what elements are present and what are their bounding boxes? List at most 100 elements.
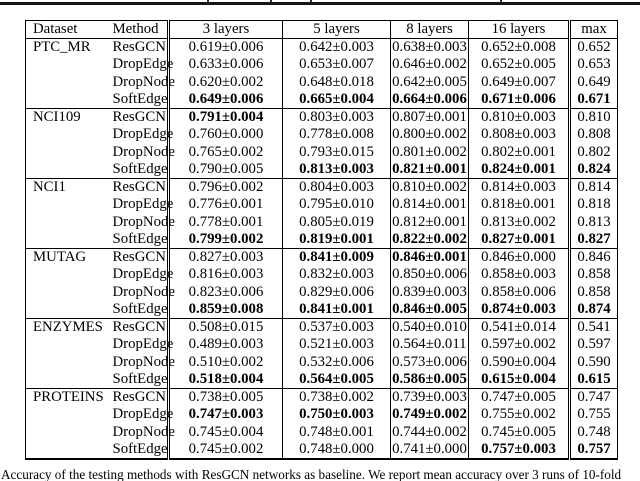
- value-cell: 0.532±0.006: [282, 353, 391, 371]
- value-cell: 0.874±0.003: [468, 300, 570, 319]
- table-row: DropEdge 0.747±0.003 0.750±0.003 0.749±0.00…: [26, 406, 618, 424]
- dataset-group: ENZYMES ResGCN 0.508±0.015 0.537±0.003 0.540…: [25, 318, 618, 389]
- method-cell: DropNode: [112, 283, 175, 300]
- value-cell: 0.801±0.002: [390, 143, 469, 161]
- dataset-cell: PROTEINS: [33, 388, 104, 405]
- table-row: SoftEdge 0.859±0.008 0.841±0.001 0.846±0.00…: [26, 300, 618, 319]
- method-cell: DropEdge: [112, 406, 174, 423]
- value-cell: 0.664±0.006: [390, 90, 469, 109]
- method-cell: SoftEdge: [112, 160, 168, 177]
- table-row: NCI1 ResGCN 0.796±0.002 0.804±0.003 0.810±0.…: [26, 178, 618, 197]
- method-cell: ResGCN: [112, 39, 166, 56]
- table-row: SoftEdge 0.745±0.002 0.748±0.000 0.741±0.00…: [26, 440, 618, 459]
- dataset-cell: MUTAG: [33, 248, 87, 265]
- value-cell: 0.564±0.005: [282, 370, 391, 389]
- method-cell: DropEdge: [112, 196, 174, 213]
- value-cell: 0.803±0.003: [282, 108, 391, 127]
- value-cell: 0.537±0.003: [282, 318, 391, 337]
- method-cell: DropNode: [112, 73, 175, 90]
- max-cell: 0.802: [568, 143, 618, 161]
- method-cell: SoftEdge: [112, 90, 168, 107]
- value-cell: 0.778±0.008: [282, 126, 391, 144]
- value-cell: 0.827±0.001: [468, 230, 570, 249]
- value-cell: 0.508±0.015: [167, 318, 283, 337]
- value-cell: 0.510±0.002: [167, 353, 283, 371]
- value-cell: 0.738±0.002: [282, 388, 391, 407]
- table-row: DropEdge 0.816±0.003 0.832±0.003 0.850±0.00…: [26, 266, 618, 284]
- value-cell: 0.590±0.004: [468, 353, 570, 371]
- max-cell: 0.755: [568, 406, 618, 424]
- method-cell: SoftEdge: [112, 300, 168, 317]
- value-cell: 0.808±0.003: [468, 126, 570, 144]
- method-cell: DropNode: [112, 143, 175, 160]
- value-cell: 0.642±0.005: [390, 73, 469, 91]
- value-cell: 0.776±0.001: [167, 196, 283, 214]
- value-cell: 0.646±0.002: [390, 56, 469, 74]
- value-cell: 0.807±0.001: [390, 108, 469, 127]
- table-caption: Accuracy of the testing methods with Res…: [1, 467, 622, 481]
- value-cell: 0.818±0.001: [468, 196, 570, 214]
- value-cell: 0.615±0.004: [468, 370, 570, 389]
- dataset-group: NCI1 ResGCN 0.796±0.002 0.804±0.003 0.810±0.…: [25, 178, 618, 249]
- col-header-8-layers: 8 layers: [390, 20, 469, 39]
- value-cell: 0.859±0.008: [167, 300, 283, 319]
- value-cell: 0.648±0.018: [282, 73, 391, 91]
- value-cell: 0.649±0.006: [167, 90, 283, 109]
- value-cell: 0.649±0.007: [468, 73, 570, 91]
- dataset-cell: NCI109: [33, 108, 81, 125]
- dataset-group: NCI109 ResGCN 0.791±0.004 0.803±0.003 0.807±…: [25, 108, 618, 179]
- dataset-group: MUTAG ResGCN 0.827±0.003 0.841±0.009 0.846±0…: [25, 248, 618, 319]
- max-cell: 0.810: [568, 108, 618, 127]
- value-cell: 0.829±0.006: [282, 283, 391, 301]
- cropped-text-descender: [310, 0, 312, 2]
- value-cell: 0.802±0.001: [468, 143, 570, 161]
- max-cell: 0.541: [568, 318, 618, 337]
- table-row: SoftEdge 0.799±0.002 0.819±0.001 0.822±0.00…: [26, 230, 618, 249]
- cropped-text-descender: [500, 0, 502, 2]
- value-cell: 0.738±0.005: [167, 388, 283, 407]
- max-cell: 0.653: [568, 56, 618, 74]
- col-header-3-layers: 3 layers: [167, 20, 283, 39]
- value-cell: 0.804±0.003: [282, 178, 391, 197]
- dataset-group: PROTEINS ResGCN 0.738±0.005 0.738±0.002 0.73…: [25, 388, 618, 459]
- col-header-max: max: [568, 20, 618, 39]
- table-row: SoftEdge 0.518±0.004 0.564±0.005 0.586±0.00…: [26, 370, 618, 389]
- cropped-text-descender: [270, 0, 272, 2]
- value-cell: 0.816±0.003: [167, 266, 283, 284]
- table-row: DropNode 0.765±0.002 0.793±0.015 0.801±0.00…: [26, 143, 618, 161]
- value-cell: 0.744±0.002: [390, 423, 469, 441]
- method-cell: ResGCN: [112, 179, 166, 196]
- max-cell: 0.814: [568, 178, 618, 197]
- value-cell: 0.793±0.015: [282, 143, 391, 161]
- value-cell: 0.755±0.002: [468, 406, 570, 424]
- method-cell: SoftEdge: [112, 230, 168, 247]
- value-cell: 0.653±0.007: [282, 56, 391, 74]
- value-cell: 0.822±0.002: [390, 230, 469, 249]
- value-cell: 0.652±0.008: [468, 38, 570, 57]
- value-cell: 0.745±0.004: [167, 423, 283, 441]
- value-cell: 0.850±0.006: [390, 266, 469, 284]
- method-cell: DropNode: [112, 423, 175, 440]
- table-row: PROTEINS ResGCN 0.738±0.005 0.738±0.002 0.73…: [26, 388, 618, 407]
- method-cell: DropEdge: [112, 266, 174, 283]
- value-cell: 0.846±0.005: [390, 300, 469, 319]
- value-cell: 0.814±0.003: [468, 178, 570, 197]
- max-cell: 0.757: [568, 440, 618, 459]
- value-cell: 0.805±0.019: [282, 213, 391, 231]
- col-header-16-layers: 16 layers: [468, 20, 570, 39]
- value-cell: 0.790±0.005: [167, 160, 283, 179]
- value-cell: 0.597±0.002: [468, 336, 570, 354]
- method-cell: DropEdge: [112, 336, 174, 353]
- value-cell: 0.813±0.003: [282, 160, 391, 179]
- max-cell: 0.597: [568, 336, 618, 354]
- results-table: Dataset Method 3 layers 5 layers 8 layer…: [25, 20, 618, 460]
- value-cell: 0.750±0.003: [282, 406, 391, 424]
- value-cell: 0.846±0.000: [468, 248, 570, 267]
- value-cell: 0.858±0.003: [468, 266, 570, 284]
- method-cell: DropNode: [112, 353, 175, 370]
- value-cell: 0.741±0.000: [390, 440, 469, 459]
- max-cell: 0.858: [568, 266, 618, 284]
- value-cell: 0.839±0.003: [390, 283, 469, 301]
- value-cell: 0.814±0.001: [390, 196, 469, 214]
